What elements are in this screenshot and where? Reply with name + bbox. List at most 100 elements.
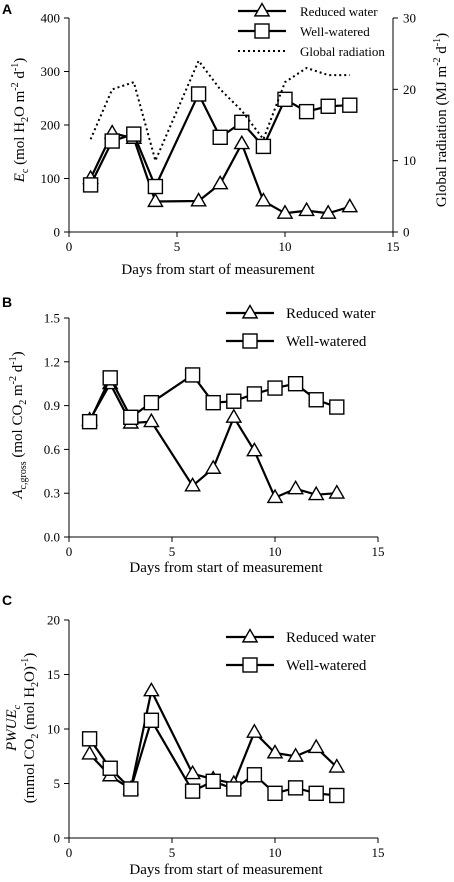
data-point-square	[329, 787, 345, 804]
data-point-triangle	[233, 134, 251, 150]
data-point-square	[82, 177, 99, 193]
y-tick-label: 300	[41, 64, 61, 79]
legend-marker-square	[242, 333, 258, 349]
data-point-square	[81, 731, 98, 747]
data-point-triangle	[287, 747, 304, 762]
data-point-triangle	[225, 408, 243, 423]
data-point-square	[234, 114, 250, 131]
x-tick-label: 15	[372, 845, 385, 860]
x-tick-label: 5	[169, 544, 176, 559]
data-point-square	[184, 783, 201, 799]
panel-letter-a: A	[2, 1, 12, 17]
y2-axis-title-a: Global radiation (MJ m-2 d-1)	[432, 33, 450, 207]
panel-c: C 0 5 10 15 0 5 10 15 20 Reduced water Well-watere…	[2, 592, 385, 878]
legend-label: Reduced water	[286, 630, 376, 646]
data-point-square	[190, 86, 207, 102]
data-point-square	[342, 97, 358, 113]
x-tick-label: 5	[174, 239, 181, 254]
data-point-triangle	[298, 201, 315, 217]
y-axis-title-a: Ec (mol H2O m-2 d-1)	[10, 58, 31, 183]
data-point-triangle	[204, 459, 222, 474]
data-point-square	[226, 781, 242, 797]
panel-b: B 0 5 10 15 0.0 0.3 0.6 0.9 1.2 1.5 Reduced water W…	[2, 294, 385, 576]
legend-label: Global radiation	[300, 44, 385, 59]
legend-label: Well-watered	[286, 658, 367, 674]
data-point-square	[143, 394, 160, 411]
data-point-square	[205, 773, 221, 790]
x-tick-label: 10	[279, 239, 292, 254]
y-tick-label: 5	[54, 776, 61, 791]
y-tick-label: 0.3	[44, 486, 60, 501]
data-point-square	[267, 785, 283, 802]
y-tick-label: 0.9	[44, 398, 60, 413]
data-point-triangle	[211, 174, 229, 190]
data-point-square	[287, 376, 304, 392]
plot-area-b: 0 5 10 15 0.0 0.3 0.6 0.9 1.2 1.5 Reduced water Wel…	[44, 304, 385, 559]
x-tick-label: 5	[169, 845, 176, 860]
data-point-triangle	[246, 723, 263, 738]
legend-marker-triangle	[241, 628, 259, 643]
data-point-triangle	[307, 738, 325, 754]
data-point-triangle	[81, 745, 98, 760]
data-point-triangle	[143, 412, 160, 428]
x-axis-title-c: Days from start of measurement	[129, 862, 323, 878]
panel-letter-b: B	[2, 294, 12, 310]
data-point-triangle	[184, 476, 201, 492]
x-tick-label: 10	[269, 845, 282, 860]
y-tick-label: 20	[47, 613, 60, 628]
data-point-triangle	[307, 485, 325, 501]
series-line-2	[89, 58, 350, 164]
y-tick-label: 400	[41, 11, 61, 26]
y-tick-label: 1.5	[44, 311, 60, 326]
data-point-square	[226, 393, 242, 409]
data-point-triangle	[147, 192, 164, 208]
y2-tick-label: 20	[403, 82, 416, 97]
data-point-square	[126, 126, 142, 142]
legend-marker-square	[242, 657, 258, 673]
data-point-square	[320, 98, 336, 114]
legend-marker-triangle	[253, 2, 271, 17]
data-point-square	[102, 760, 118, 776]
data-point-square	[123, 781, 139, 797]
y2-tick-label: 30	[403, 11, 416, 26]
data-point-square	[246, 386, 263, 402]
legend-label: Reduced water	[286, 306, 376, 322]
x-tick-label: 15	[387, 239, 400, 254]
x-axis-title-a: Days from start of measurement	[121, 262, 315, 278]
y2-tick-label: 10	[403, 153, 416, 168]
data-point-square	[277, 91, 293, 108]
x-tick-label: 0	[66, 544, 73, 559]
y2-tick-label: 0	[403, 225, 410, 240]
data-point-triangle	[266, 488, 284, 504]
data-point-triangle	[255, 192, 272, 207]
data-point-square	[255, 138, 272, 155]
legend-label: Reduced water	[300, 4, 378, 19]
data-point-square	[246, 767, 263, 783]
data-point-square	[308, 785, 324, 802]
data-point-square	[104, 133, 120, 149]
x-tick-label: 0	[66, 845, 73, 860]
data-point-triangle	[143, 681, 160, 697]
data-point-triangle	[341, 197, 359, 213]
y-tick-label: 0	[54, 225, 61, 240]
plot-area-c: 0 5 10 15 0 5 10 15 20 Reduced water Well-watered	[47, 613, 385, 861]
x-tick-label: 15	[372, 544, 385, 559]
series-line-0	[89, 131, 351, 215]
legend-label: Well-watered	[300, 24, 370, 39]
data-point-square	[81, 413, 98, 430]
data-point-square	[123, 409, 139, 425]
data-point-square	[308, 392, 324, 408]
y-tick-label: 0.0	[44, 530, 60, 545]
data-point-triangle	[266, 744, 284, 759]
data-point-square	[298, 103, 315, 120]
data-point-square	[267, 380, 283, 396]
legend-marker-triangle	[241, 304, 259, 319]
data-point-triangle	[190, 192, 207, 207]
y-tick-label: 1.2	[44, 354, 60, 369]
data-point-triangle	[287, 479, 304, 495]
data-point-triangle	[246, 441, 263, 457]
legend-label: Well-watered	[286, 334, 367, 350]
y-axis-title-b: Ac,gross (mol CO2 m-2 d-1)	[8, 351, 29, 499]
